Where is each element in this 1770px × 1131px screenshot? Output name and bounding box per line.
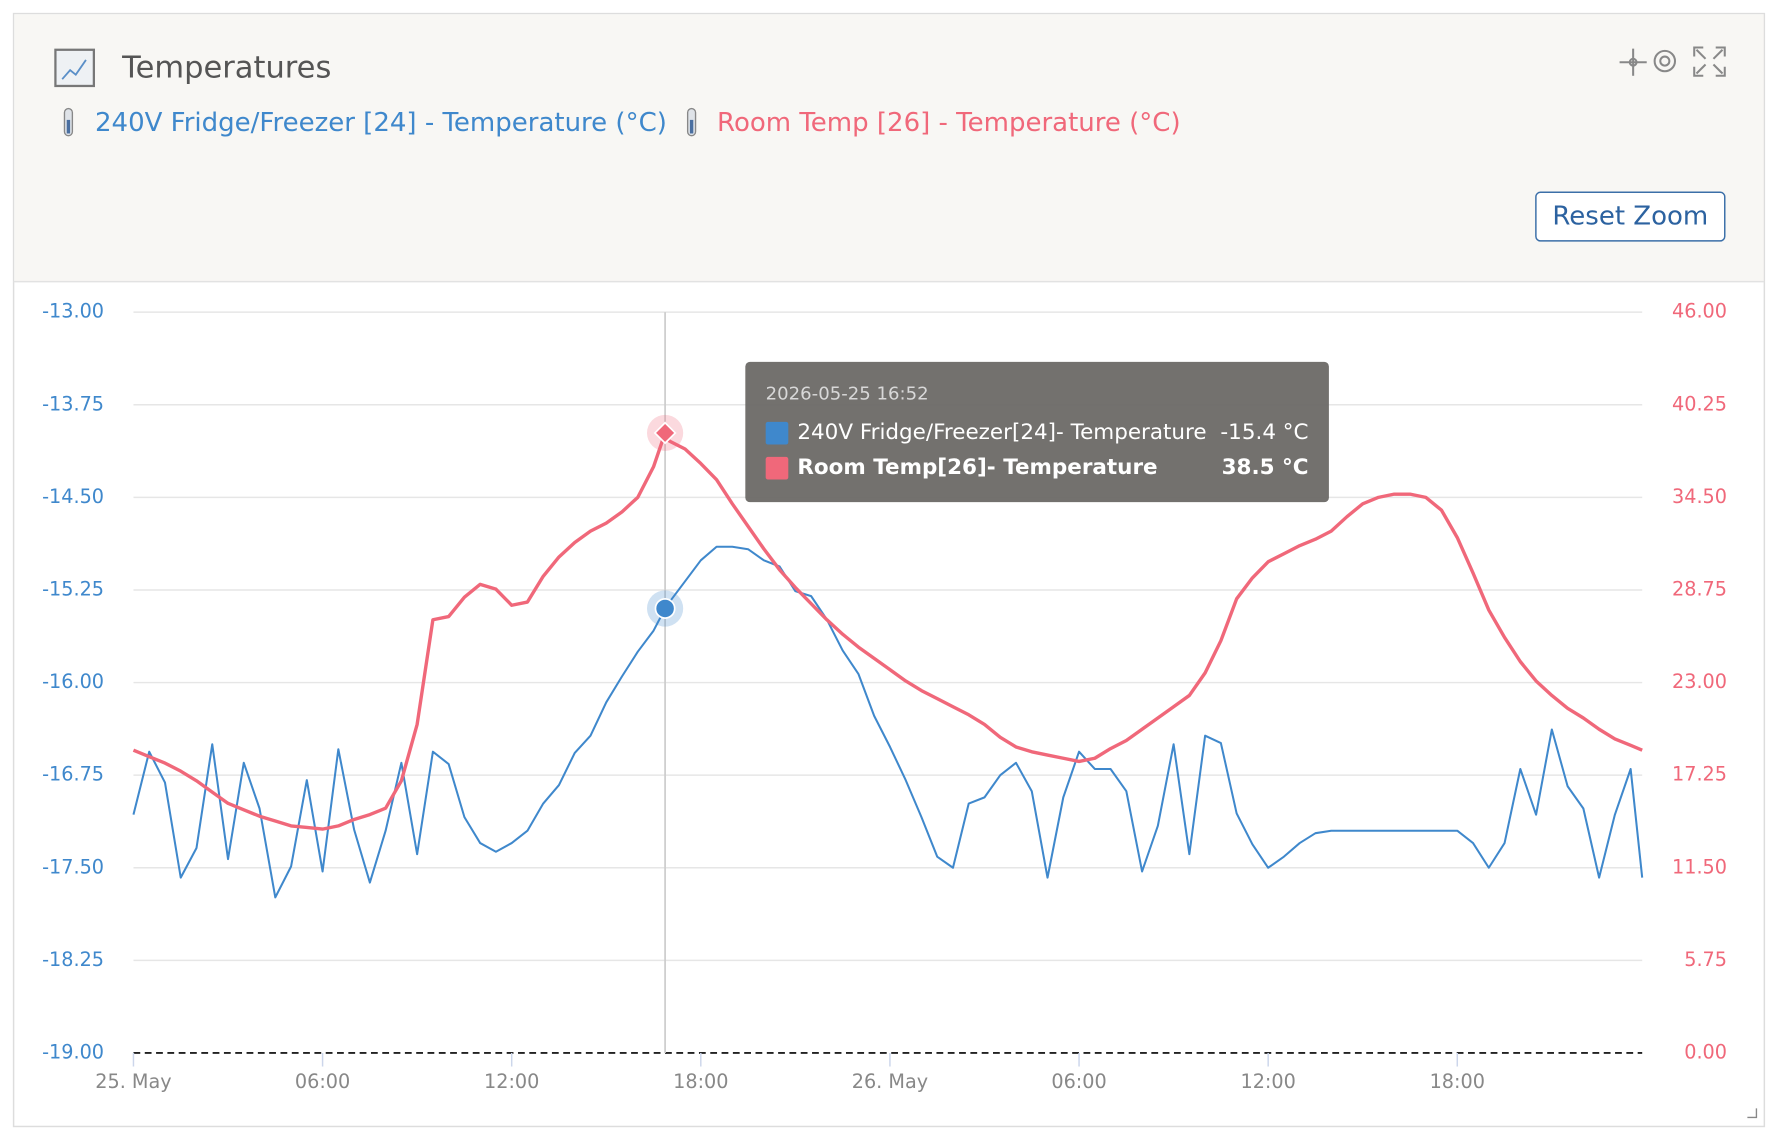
tooltip-swatch — [765, 456, 789, 480]
series-line — [132, 431, 1643, 831]
tooltip-series: 240V Fridge/Freezer[24]- Temperature — [797, 420, 1206, 445]
y2-tick-label: 0.00 — [1684, 1040, 1727, 1063]
y2-tick-label: 17.25 — [1672, 763, 1727, 786]
tooltip-series: Room Temp[26]- Temperature — [797, 455, 1157, 480]
y-tick-label: -16.00 — [42, 670, 104, 693]
y2-tick-label: 28.75 — [1672, 577, 1727, 600]
y2-tick-label: 11.50 — [1672, 855, 1727, 878]
y-tick-label: -19.00 — [42, 1040, 104, 1063]
hover-marker — [654, 598, 676, 619]
x-tick-label: 18:00 — [673, 1070, 728, 1093]
legend: 240V Fridge/Freezer [24] - Temperature (… — [63, 107, 1181, 138]
y-tick-label: -13.00 — [42, 300, 104, 323]
series-line — [132, 545, 1644, 899]
x-tick-label: 06:00 — [1051, 1070, 1106, 1093]
x-tick-label: 18:00 — [1430, 1070, 1485, 1093]
reset-zoom-button[interactable]: Reset Zoom — [1535, 191, 1726, 242]
tooltip-time: 2026-05-25 16:52 — [766, 384, 929, 405]
legend-entry[interactable]: Room Temp [26] - Temperature (°C) — [717, 108, 1181, 138]
y2-tick-label: 34.50 — [1672, 485, 1727, 508]
y-tick-label: -15.25 — [42, 577, 104, 600]
y-tick-label: -17.50 — [42, 855, 104, 878]
tooltip: 2026-05-25 16:52 240V Fridge/Freezer[24]-… — [745, 361, 1329, 503]
tooltip-swatch — [765, 421, 789, 445]
y2-tick-label: 5.75 — [1684, 948, 1727, 971]
tooltip-value: 38.5 °C — [1222, 455, 1309, 480]
y2-tick-label: 46.00 — [1672, 300, 1727, 323]
x-tick-label: 06:00 — [295, 1070, 350, 1093]
x-tick-label: 12:00 — [1240, 1070, 1295, 1093]
x-tick-label: 25. May — [95, 1070, 171, 1093]
fullscreen-icon[interactable] — [1693, 46, 1726, 77]
legend-entry[interactable]: 240V Fridge/Freezer [24] - Temperature (… — [95, 108, 667, 138]
y2-tick-label: 40.25 — [1672, 392, 1727, 415]
chart-icon — [54, 48, 96, 88]
tooltip-box — [745, 361, 1329, 503]
plot-area: -13.00 -13.75 -14.50 -15.25 -16.00 -16.75 -17.… — [42, 300, 1727, 1093]
legend-icon — [63, 107, 74, 137]
x-tick-label: 12:00 — [484, 1070, 539, 1093]
toolbar — [1619, 46, 1726, 77]
tooltip-value: -15.4 °C — [1220, 420, 1308, 445]
move-icon[interactable] — [1619, 48, 1647, 76]
settings-icon[interactable] — [1653, 49, 1677, 73]
y-tick-label: -13.75 — [42, 392, 104, 415]
widget-title: Temperatures — [121, 50, 331, 85]
hover-marker — [653, 421, 677, 445]
resize-grip — [1747, 1108, 1758, 1119]
x-tick-label: 26. May — [852, 1070, 928, 1093]
y-tick-label: -18.25 — [42, 948, 104, 971]
button-label[interactable]: Reset Zoom — [1552, 202, 1708, 232]
y-tick-label: -14.50 — [42, 485, 104, 508]
legend-icon — [686, 107, 697, 137]
y2-tick-label: 23.00 — [1672, 670, 1727, 693]
widget-header — [14, 14, 1764, 282]
y-tick-label: -16.75 — [42, 763, 104, 786]
